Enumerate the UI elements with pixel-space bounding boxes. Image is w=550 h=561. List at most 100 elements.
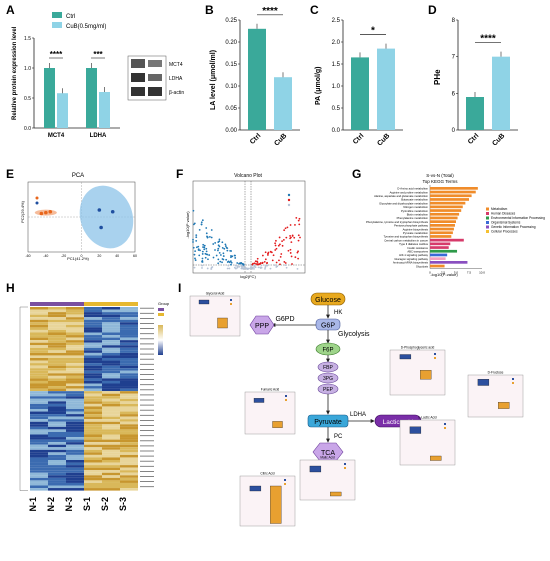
heatmap-cell bbox=[66, 434, 84, 438]
volcano-point bbox=[218, 251, 221, 254]
heatmap-cell bbox=[120, 477, 138, 481]
volcano-point bbox=[284, 227, 287, 230]
heatmap-cell bbox=[102, 421, 120, 425]
boxplot-title: Fumaric Acid bbox=[261, 388, 280, 392]
heatmap-cell bbox=[84, 322, 102, 325]
tick-label-a: 0.0 bbox=[24, 126, 31, 132]
heatmap-cell bbox=[66, 327, 84, 330]
bar-cub bbox=[274, 77, 292, 130]
volcano-point bbox=[206, 236, 209, 239]
heatmap-cell bbox=[48, 327, 66, 330]
heatmap-cell bbox=[120, 454, 138, 458]
kegg-bar bbox=[430, 198, 469, 201]
box-s bbox=[270, 485, 282, 524]
volcano-point bbox=[205, 250, 208, 253]
heatmap-cell bbox=[102, 431, 120, 435]
box-legend-n bbox=[434, 353, 436, 355]
heatmap-cell bbox=[30, 477, 48, 481]
panel-h-letter: H bbox=[6, 281, 15, 295]
heatmap-cell bbox=[84, 383, 102, 387]
volcano-point bbox=[255, 262, 257, 265]
heatmap-cell bbox=[48, 452, 66, 455]
heatmap-cell bbox=[120, 462, 138, 466]
heatmap-cell bbox=[66, 398, 84, 402]
node-tca-label: TCA bbox=[321, 450, 335, 457]
heatmap-cell bbox=[102, 467, 120, 471]
heatmap-cell bbox=[66, 365, 84, 369]
volcano-point bbox=[289, 224, 292, 226]
heatmap-cell bbox=[102, 442, 120, 445]
pca-point-s bbox=[110, 209, 115, 214]
heatmap-cell bbox=[120, 378, 138, 381]
heatmap-row-label bbox=[140, 435, 154, 437]
volcano-point bbox=[293, 236, 296, 239]
heatmap-cell bbox=[102, 449, 120, 453]
heatmap-cell bbox=[48, 396, 66, 399]
volcano-point bbox=[278, 259, 280, 262]
box-legend-s bbox=[434, 357, 436, 359]
volcano-point bbox=[296, 251, 299, 254]
heatmap-cell bbox=[120, 414, 138, 417]
heatmap-cell bbox=[84, 386, 102, 389]
volcano-point bbox=[226, 249, 229, 252]
panel-e-xlabel: PC1(41.2%) bbox=[67, 256, 89, 261]
heatmap-cell bbox=[66, 411, 84, 415]
heatmap-cell bbox=[48, 488, 66, 491]
heatmap-cell bbox=[120, 447, 138, 450]
box-legend-s bbox=[444, 427, 446, 429]
heatmap-cell bbox=[48, 368, 66, 371]
heatmap-cell bbox=[66, 317, 84, 320]
panel-b-ylabel: LA level (μmol/ml) bbox=[210, 50, 217, 110]
heatmap-cell bbox=[120, 307, 138, 310]
tick-label: 0.10 bbox=[225, 84, 237, 90]
volcano-point bbox=[217, 262, 220, 265]
volcano-point bbox=[221, 241, 224, 244]
heatmap-cell bbox=[102, 332, 120, 336]
volcano-point bbox=[200, 221, 203, 224]
heatmap-cell bbox=[84, 393, 102, 397]
volcano-point bbox=[222, 255, 225, 257]
volcano-point bbox=[241, 262, 244, 265]
volcano-point bbox=[250, 264, 252, 267]
heatmap-cell bbox=[84, 355, 102, 358]
panel-a: A Relative protein expression level Ctrl… bbox=[6, 3, 184, 139]
kegg-term-label: Arginine biosynthesis bbox=[403, 227, 429, 231]
kegg-term-label: Tyrosine and tryptophan biosynthesis bbox=[384, 235, 429, 239]
heatmap-cell bbox=[48, 424, 66, 427]
heatmap-cell bbox=[66, 307, 84, 310]
heatmap-row-label bbox=[140, 440, 154, 442]
panel-a-letter: A bbox=[6, 3, 15, 17]
heatmap-cell bbox=[84, 470, 102, 473]
heatmap-cell bbox=[102, 460, 120, 463]
box-n bbox=[309, 465, 322, 473]
heatmap-row-label bbox=[140, 476, 154, 477]
volcano-point bbox=[242, 263, 245, 266]
heatmap-cell bbox=[30, 307, 48, 310]
heatmap-cell bbox=[30, 337, 48, 341]
heatmap-cell bbox=[102, 452, 120, 455]
volcano-point bbox=[281, 244, 284, 247]
kegg-legend-label: Human Diseases bbox=[491, 212, 516, 216]
heatmap-cell bbox=[120, 426, 138, 430]
heatmap-cell bbox=[120, 312, 138, 315]
volcano-point bbox=[212, 256, 215, 259]
heatmap-cell bbox=[102, 386, 120, 389]
bar-a-mct4-0 bbox=[44, 68, 55, 128]
heatmap-cell bbox=[84, 426, 102, 430]
heatmap-cell bbox=[48, 370, 66, 374]
kegg-term-label: Pyrimidine metabolism bbox=[401, 209, 429, 213]
heatmap-cell bbox=[66, 409, 84, 412]
heatmap-cell bbox=[120, 370, 138, 374]
heatmap-cell bbox=[48, 360, 66, 364]
heatmap-cell bbox=[102, 403, 120, 407]
heatmap-cell bbox=[66, 421, 84, 425]
kegg-bar bbox=[430, 187, 478, 190]
volcano-point bbox=[253, 264, 256, 267]
volcano-point bbox=[207, 258, 209, 261]
heatmap-cell bbox=[30, 370, 48, 374]
heatmap-cell bbox=[102, 319, 120, 323]
heatmap-cell bbox=[84, 465, 102, 468]
volcano-point bbox=[263, 260, 266, 263]
heatmap-cell bbox=[48, 460, 66, 463]
heatmap-cell bbox=[102, 337, 120, 341]
